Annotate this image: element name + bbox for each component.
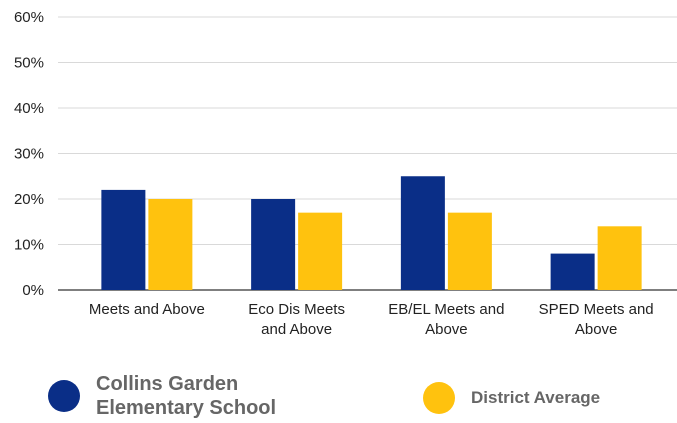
- legend-label-school-line2: Elementary School: [96, 397, 277, 419]
- legend-item-district: District Average: [423, 382, 600, 414]
- legend-swatch-district: [423, 382, 455, 414]
- y-tick-label: 20%: [14, 191, 44, 208]
- legend-item-school: Collins Garden Elementary School: [48, 372, 276, 420]
- bar-district: [148, 199, 193, 290]
- bar-chart: 0% 10% 20% 30% 40% 50% 60% Meets and Above Eco D…: [14, 9, 677, 338]
- x-tick-label: SPED Meets and: [539, 301, 654, 318]
- y-tick-label: 10%: [14, 237, 44, 254]
- legend: Collins Garden Elementary School Distric…: [0, 372, 677, 422]
- y-tick-label: 50%: [14, 55, 44, 72]
- bar-district: [298, 212, 343, 290]
- bar-district: [447, 212, 492, 290]
- x-tick-label: Above: [575, 321, 618, 338]
- legend-swatch-school: [48, 380, 80, 412]
- x-tick-label: Above: [425, 321, 468, 338]
- y-tick-label: 40%: [14, 100, 44, 117]
- bar-school: [550, 253, 595, 290]
- y-tick-label: 60%: [14, 9, 44, 26]
- legend-label-district: District Average: [471, 388, 601, 407]
- bar-district: [597, 226, 642, 290]
- bar-school: [101, 189, 146, 290]
- x-tick-label: Meets and Above: [89, 301, 205, 318]
- y-tick-label: 30%: [14, 146, 44, 163]
- x-tick-label: Eco Dis Meets: [248, 301, 345, 318]
- bar-school: [400, 176, 445, 290]
- legend-label-school: Collins Garden Elementary School: [96, 372, 276, 420]
- x-tick-label: and Above: [261, 321, 332, 338]
- y-tick-label: 0%: [22, 282, 44, 299]
- legend-label-school-line1: Collins Garden: [96, 373, 239, 395]
- x-tick-label: EB/EL Meets and: [388, 301, 504, 318]
- bar-school: [251, 199, 296, 290]
